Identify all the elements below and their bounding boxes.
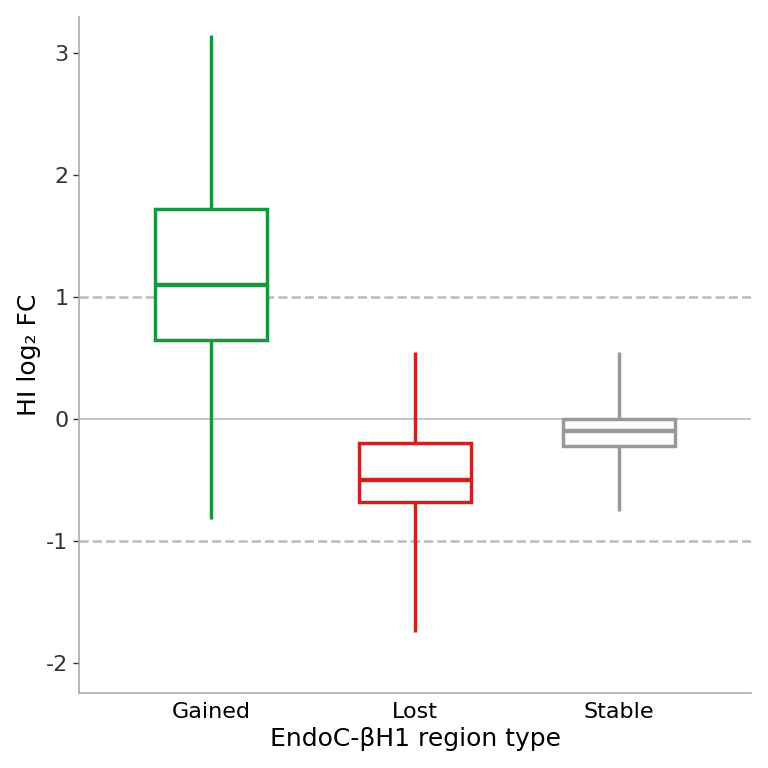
Bar xyxy=(155,210,267,339)
Y-axis label: HI log₂ FC: HI log₂ FC xyxy=(17,294,41,416)
X-axis label: EndoC-βH1 region type: EndoC-βH1 region type xyxy=(270,727,561,751)
Bar xyxy=(359,443,471,502)
Bar xyxy=(563,419,675,446)
